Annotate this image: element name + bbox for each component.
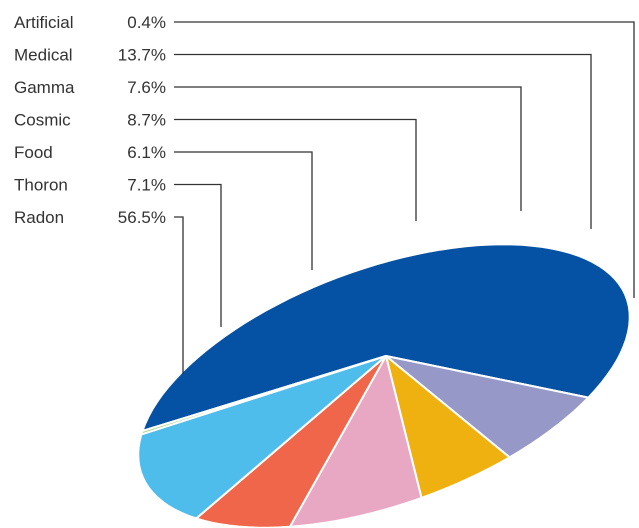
legend-value-artificial: 0.4% [127, 13, 166, 32]
leader-lines [174, 21, 635, 374]
legend-name-cosmic: Cosmic [14, 111, 71, 130]
legend-value-medical: 13.7% [118, 46, 166, 65]
slice-gamma [195, 355, 387, 528]
legend-value-radon: 56.5% [118, 208, 166, 227]
slice-artificial [140, 355, 387, 436]
slice-medical [137, 355, 387, 520]
slice-cosmic [288, 355, 423, 528]
legend-value-food: 6.1% [127, 143, 166, 162]
legend-name-food: Food [14, 143, 53, 162]
legend-value-cosmic: 8.7% [127, 111, 166, 130]
slice-food [385, 355, 511, 499]
pie-slices [137, 243, 631, 528]
leader-line-thoron [174, 183, 222, 327]
legend-name-artificial: Artificial [14, 13, 74, 32]
legend-name-radon: Radon [14, 208, 64, 227]
slice-thoron [385, 355, 590, 459]
leader-line-medical [174, 53, 592, 229]
legend-name-thoron: Thoron [14, 176, 68, 195]
legend-name-gamma: Gamma [14, 78, 75, 97]
legend-labels: Artificial 0.4% Medical 13.7% Gamma 7.6% Cosmi… [14, 13, 166, 227]
leader-line-gamma [174, 86, 522, 211]
leader-line-food [174, 151, 313, 270]
legend-name-medical: Medical [14, 46, 73, 65]
leader-line-cosmic [174, 118, 417, 221]
legend-value-thoron: 7.1% [127, 176, 166, 195]
leader-line-artificial [174, 21, 635, 298]
legend-value-gamma: 7.6% [127, 78, 166, 97]
leader-line-radon [174, 216, 184, 374]
slice-radon [141, 243, 631, 432]
